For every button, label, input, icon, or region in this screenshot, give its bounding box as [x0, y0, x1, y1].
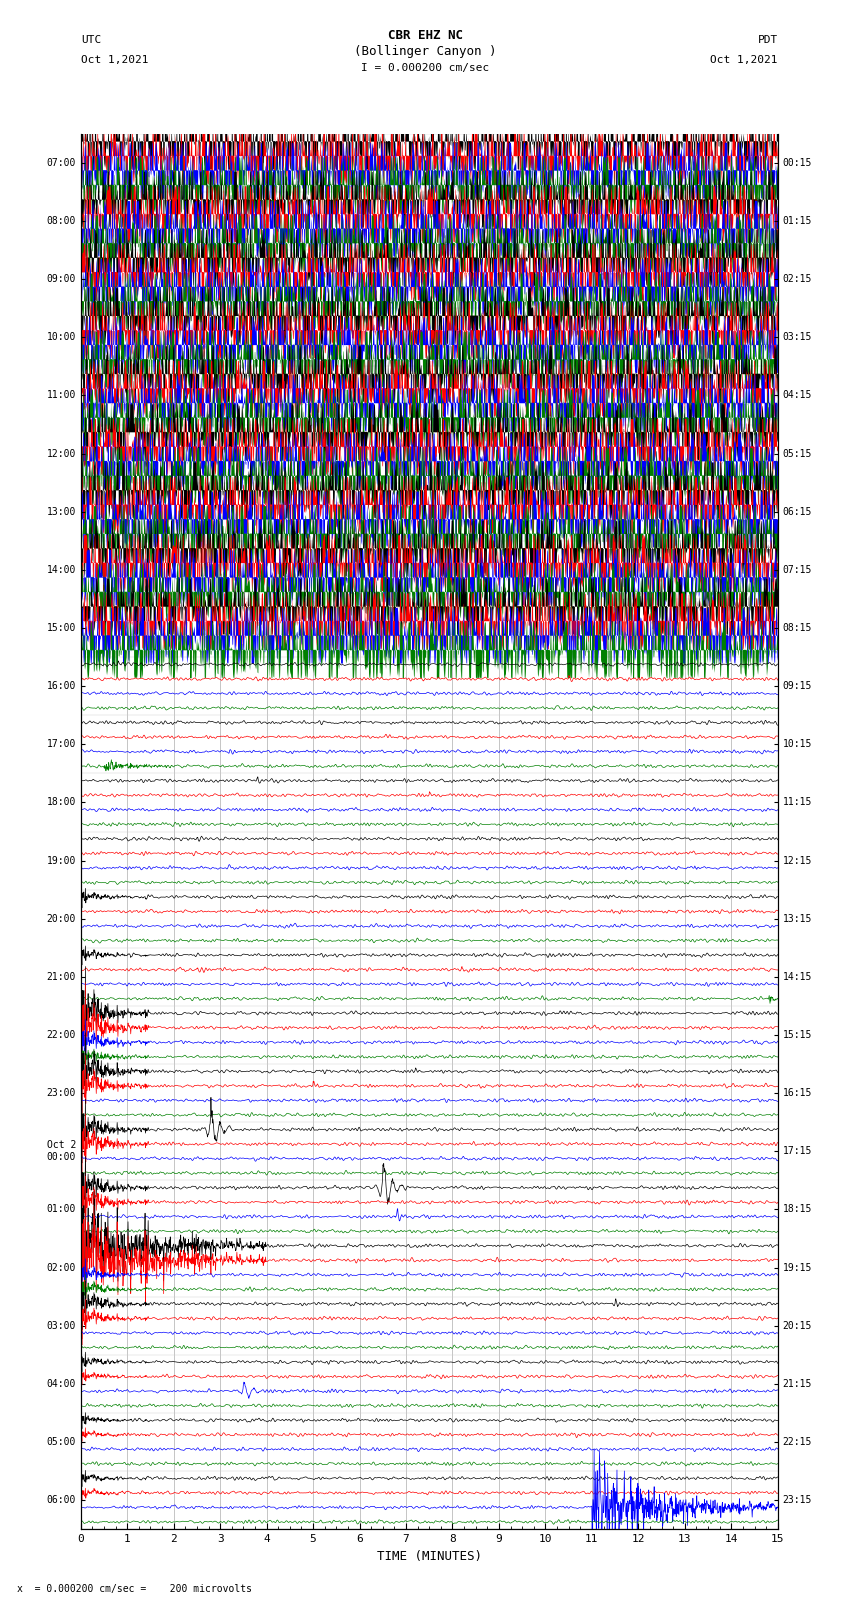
Text: Oct 1,2021: Oct 1,2021 — [81, 55, 148, 65]
Text: PDT: PDT — [757, 35, 778, 45]
Text: Oct 1,2021: Oct 1,2021 — [711, 55, 778, 65]
Text: I = 0.000200 cm/sec: I = 0.000200 cm/sec — [361, 63, 489, 73]
X-axis label: TIME (MINUTES): TIME (MINUTES) — [377, 1550, 482, 1563]
Text: CBR EHZ NC: CBR EHZ NC — [388, 29, 462, 42]
Text: x  = 0.000200 cm/sec =    200 microvolts: x = 0.000200 cm/sec = 200 microvolts — [17, 1584, 252, 1594]
Text: (Bollinger Canyon ): (Bollinger Canyon ) — [354, 45, 496, 58]
Text: UTC: UTC — [81, 35, 101, 45]
